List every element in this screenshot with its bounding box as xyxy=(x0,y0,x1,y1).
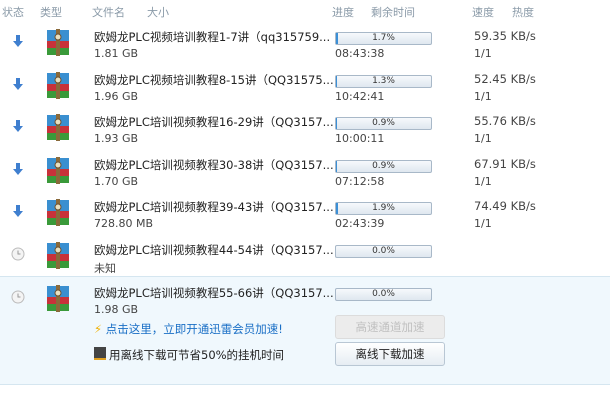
download-arrow-icon[interactable] xyxy=(11,34,25,48)
col-progress[interactable]: 进度 xyxy=(332,6,354,19)
heat-value: 1/1 xyxy=(474,132,492,145)
download-arrow-icon[interactable] xyxy=(11,162,25,176)
task-row[interactable]: 欧姆龙PLC培训视频教程44-54讲（QQ3157... 未知 0.0% xyxy=(0,234,610,276)
col-size[interactable]: 大小 xyxy=(147,6,169,19)
remaining-time: 10:42:41 xyxy=(335,89,385,103)
progress-fill xyxy=(336,160,337,172)
download-speed: 52.45 KB/s xyxy=(474,71,536,86)
col-status[interactable]: 状态 xyxy=(2,6,24,19)
task-name: 欧姆龙PLC培训视频教程16-29讲（QQ3157... xyxy=(94,115,334,129)
task-row[interactable]: 欧姆龙PLC视频培训教程8-15讲（QQ31575... 1.96 GB 1.3… xyxy=(0,64,610,106)
heat-value: 1/1 xyxy=(474,47,492,60)
lightning-icon: ⚡ xyxy=(94,322,103,336)
progress-bar: 1.7% xyxy=(335,32,432,45)
download-arrow-icon[interactable] xyxy=(11,204,25,218)
progress-fill xyxy=(336,118,337,129)
task-name: 欧姆龙PLC培训视频教程44-54讲（QQ3157... xyxy=(94,242,334,257)
remaining-time: 02:43:39 xyxy=(335,217,385,230)
offline-tip: 用离线下载可节省50%的挂机时间 xyxy=(94,347,284,363)
rar-archive-icon xyxy=(45,112,71,142)
column-header: 状态 类型 文件名 大小 进度 剩余时间 速度 热度 xyxy=(0,0,610,20)
task-name: 欧姆龙PLC培训视频教程55-66讲（QQ3157... xyxy=(94,286,334,300)
rar-archive-icon xyxy=(45,197,71,227)
task-size: 1.81 GB xyxy=(94,47,139,60)
task-name: 欧姆龙PLC培训视频教程30-38讲（QQ3157... xyxy=(94,157,334,172)
rar-archive-icon xyxy=(45,70,71,100)
col-filename[interactable]: 文件名 xyxy=(92,6,125,19)
task-size: 未知 xyxy=(94,261,116,275)
task-row[interactable]: 欧姆龙PLC培训视频教程16-29讲（QQ3157... 1.93 GB 0.9… xyxy=(0,106,610,148)
progress-bar: 0.9% xyxy=(335,159,432,173)
download-arrow-icon[interactable] xyxy=(11,119,25,133)
progress-text: 1.3% xyxy=(372,75,395,86)
progress-text: 1.7% xyxy=(372,33,395,43)
remaining-time: 08:43:38 xyxy=(335,47,385,60)
heat-value: 1/1 xyxy=(474,89,492,103)
remaining-time: 07:12:58 xyxy=(335,174,385,188)
progress-bar: 1.3% xyxy=(335,74,432,88)
download-arrow-icon[interactable] xyxy=(11,77,25,91)
progress-fill xyxy=(336,75,338,87)
high-speed-channel-button[interactable]: 高速通道加速 xyxy=(335,315,445,339)
rar-archive-icon xyxy=(45,27,71,57)
task-size: 1.96 GB xyxy=(94,89,139,103)
rar-archive-icon xyxy=(45,155,71,185)
progress-text: 1.9% xyxy=(372,203,395,213)
task-row[interactable]: 欧姆龙PLC视频培训教程1-7讲（qq315759... 1.81 GB 1.7… xyxy=(0,21,610,63)
task-row[interactable]: 欧姆龙PLC培训视频教程39-43讲（QQ3157... 728.80 MB 1… xyxy=(0,191,610,233)
task-size: 1.93 GB xyxy=(94,132,139,145)
progress-text: 0.0% xyxy=(372,245,395,256)
download-speed: 74.49 KB/s xyxy=(474,199,536,213)
progress-bar: 1.9% xyxy=(335,202,432,215)
heat-value: 1/1 xyxy=(474,217,492,230)
task-size: 728.80 MB xyxy=(94,217,154,230)
progress-text: 0.9% xyxy=(372,160,395,171)
task-name: 欧姆龙PLC视频培训教程8-15讲（QQ31575... xyxy=(94,72,334,87)
download-speed: 59.35 KB/s xyxy=(474,29,536,43)
task-name: 欧姆龙PLC视频培训教程1-7讲（qq315759... xyxy=(94,30,331,44)
vip-link-text: 点击这里，立即开通迅雷会员加速! xyxy=(105,322,283,336)
task-row[interactable]: 欧姆龙PLC培训视频教程30-38讲（QQ3157... 1.70 GB 0.9… xyxy=(0,149,610,191)
offline-tip-text: 用离线下载可节省50%的挂机时间 xyxy=(109,348,285,362)
progress-bar: 0.9% xyxy=(335,117,432,130)
col-heat[interactable]: 热度 xyxy=(512,6,534,19)
progress-text: 0.0% xyxy=(372,289,395,299)
waiting-clock-icon[interactable] xyxy=(11,290,25,304)
task-size: 1.98 GB xyxy=(94,303,139,316)
vip-accelerate-link[interactable]: ⚡ 点击这里，立即开通迅雷会员加速! xyxy=(94,321,283,337)
remaining-time: 10:00:11 xyxy=(335,132,385,145)
col-speed[interactable]: 速度 xyxy=(472,6,494,19)
offline-download-icon xyxy=(94,347,106,360)
rar-archive-icon xyxy=(45,240,71,270)
col-type[interactable]: 类型 xyxy=(40,6,62,19)
task-name: 欧姆龙PLC培训视频教程39-43讲（QQ3157... xyxy=(94,200,334,214)
task-size: 1.70 GB xyxy=(94,174,139,188)
progress-fill xyxy=(336,203,338,214)
col-remaining[interactable]: 剩余时间 xyxy=(371,6,415,19)
offline-download-button[interactable]: 离线下载加速 xyxy=(335,342,445,366)
progress-bar: 0.0% xyxy=(335,288,432,301)
waiting-clock-icon[interactable] xyxy=(11,247,25,261)
download-speed: 55.76 KB/s xyxy=(474,114,536,128)
progress-fill xyxy=(336,33,338,44)
rar-archive-icon xyxy=(45,283,71,313)
download-speed: 67.91 KB/s xyxy=(474,156,536,171)
heat-value: 1/1 xyxy=(474,174,492,188)
progress-text: 0.9% xyxy=(372,118,395,128)
progress-bar: 0.0% xyxy=(335,244,432,258)
task-row[interactable]: 欧姆龙PLC培训视频教程55-66讲（QQ3157... 1.98 GB 0.0… xyxy=(0,276,610,385)
